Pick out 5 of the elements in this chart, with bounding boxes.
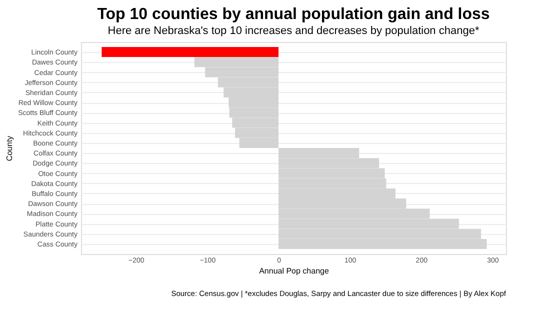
chart-subtitle: Here are Nebraska's top 10 increases and decreases by population change* xyxy=(108,25,480,37)
y-axis-title: County xyxy=(5,136,14,162)
bar xyxy=(102,47,279,58)
x-axis-title: Annual Pop change xyxy=(259,266,330,276)
chart-title: Top 10 counties by annual population gain and loss xyxy=(97,6,490,23)
